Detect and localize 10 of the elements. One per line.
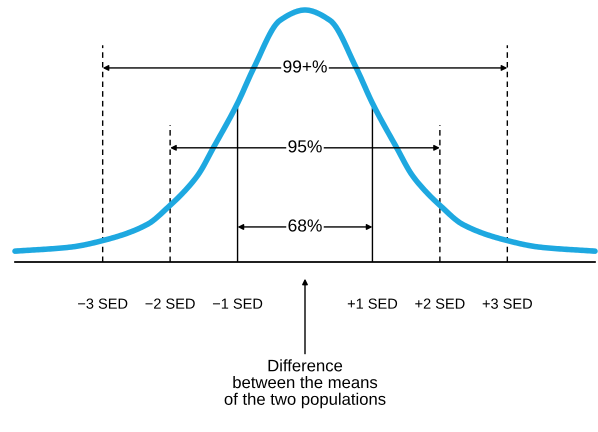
x-tick-label: −1 SED: [212, 298, 262, 309]
x-tick-label: +2 SED: [415, 298, 465, 309]
annotation: 68%: [288, 219, 322, 232]
annotation: 95%: [288, 140, 322, 153]
text: Difference between the means of the two populations: [224, 359, 386, 408]
x-tick-label: −3 SED: [78, 298, 128, 309]
x-tick-label: +1 SED: [348, 298, 398, 309]
x-tick-label: +3 SED: [482, 298, 532, 309]
x-tick-label: −2 SED: [146, 298, 195, 309]
annotation: 99+%: [283, 60, 327, 73]
